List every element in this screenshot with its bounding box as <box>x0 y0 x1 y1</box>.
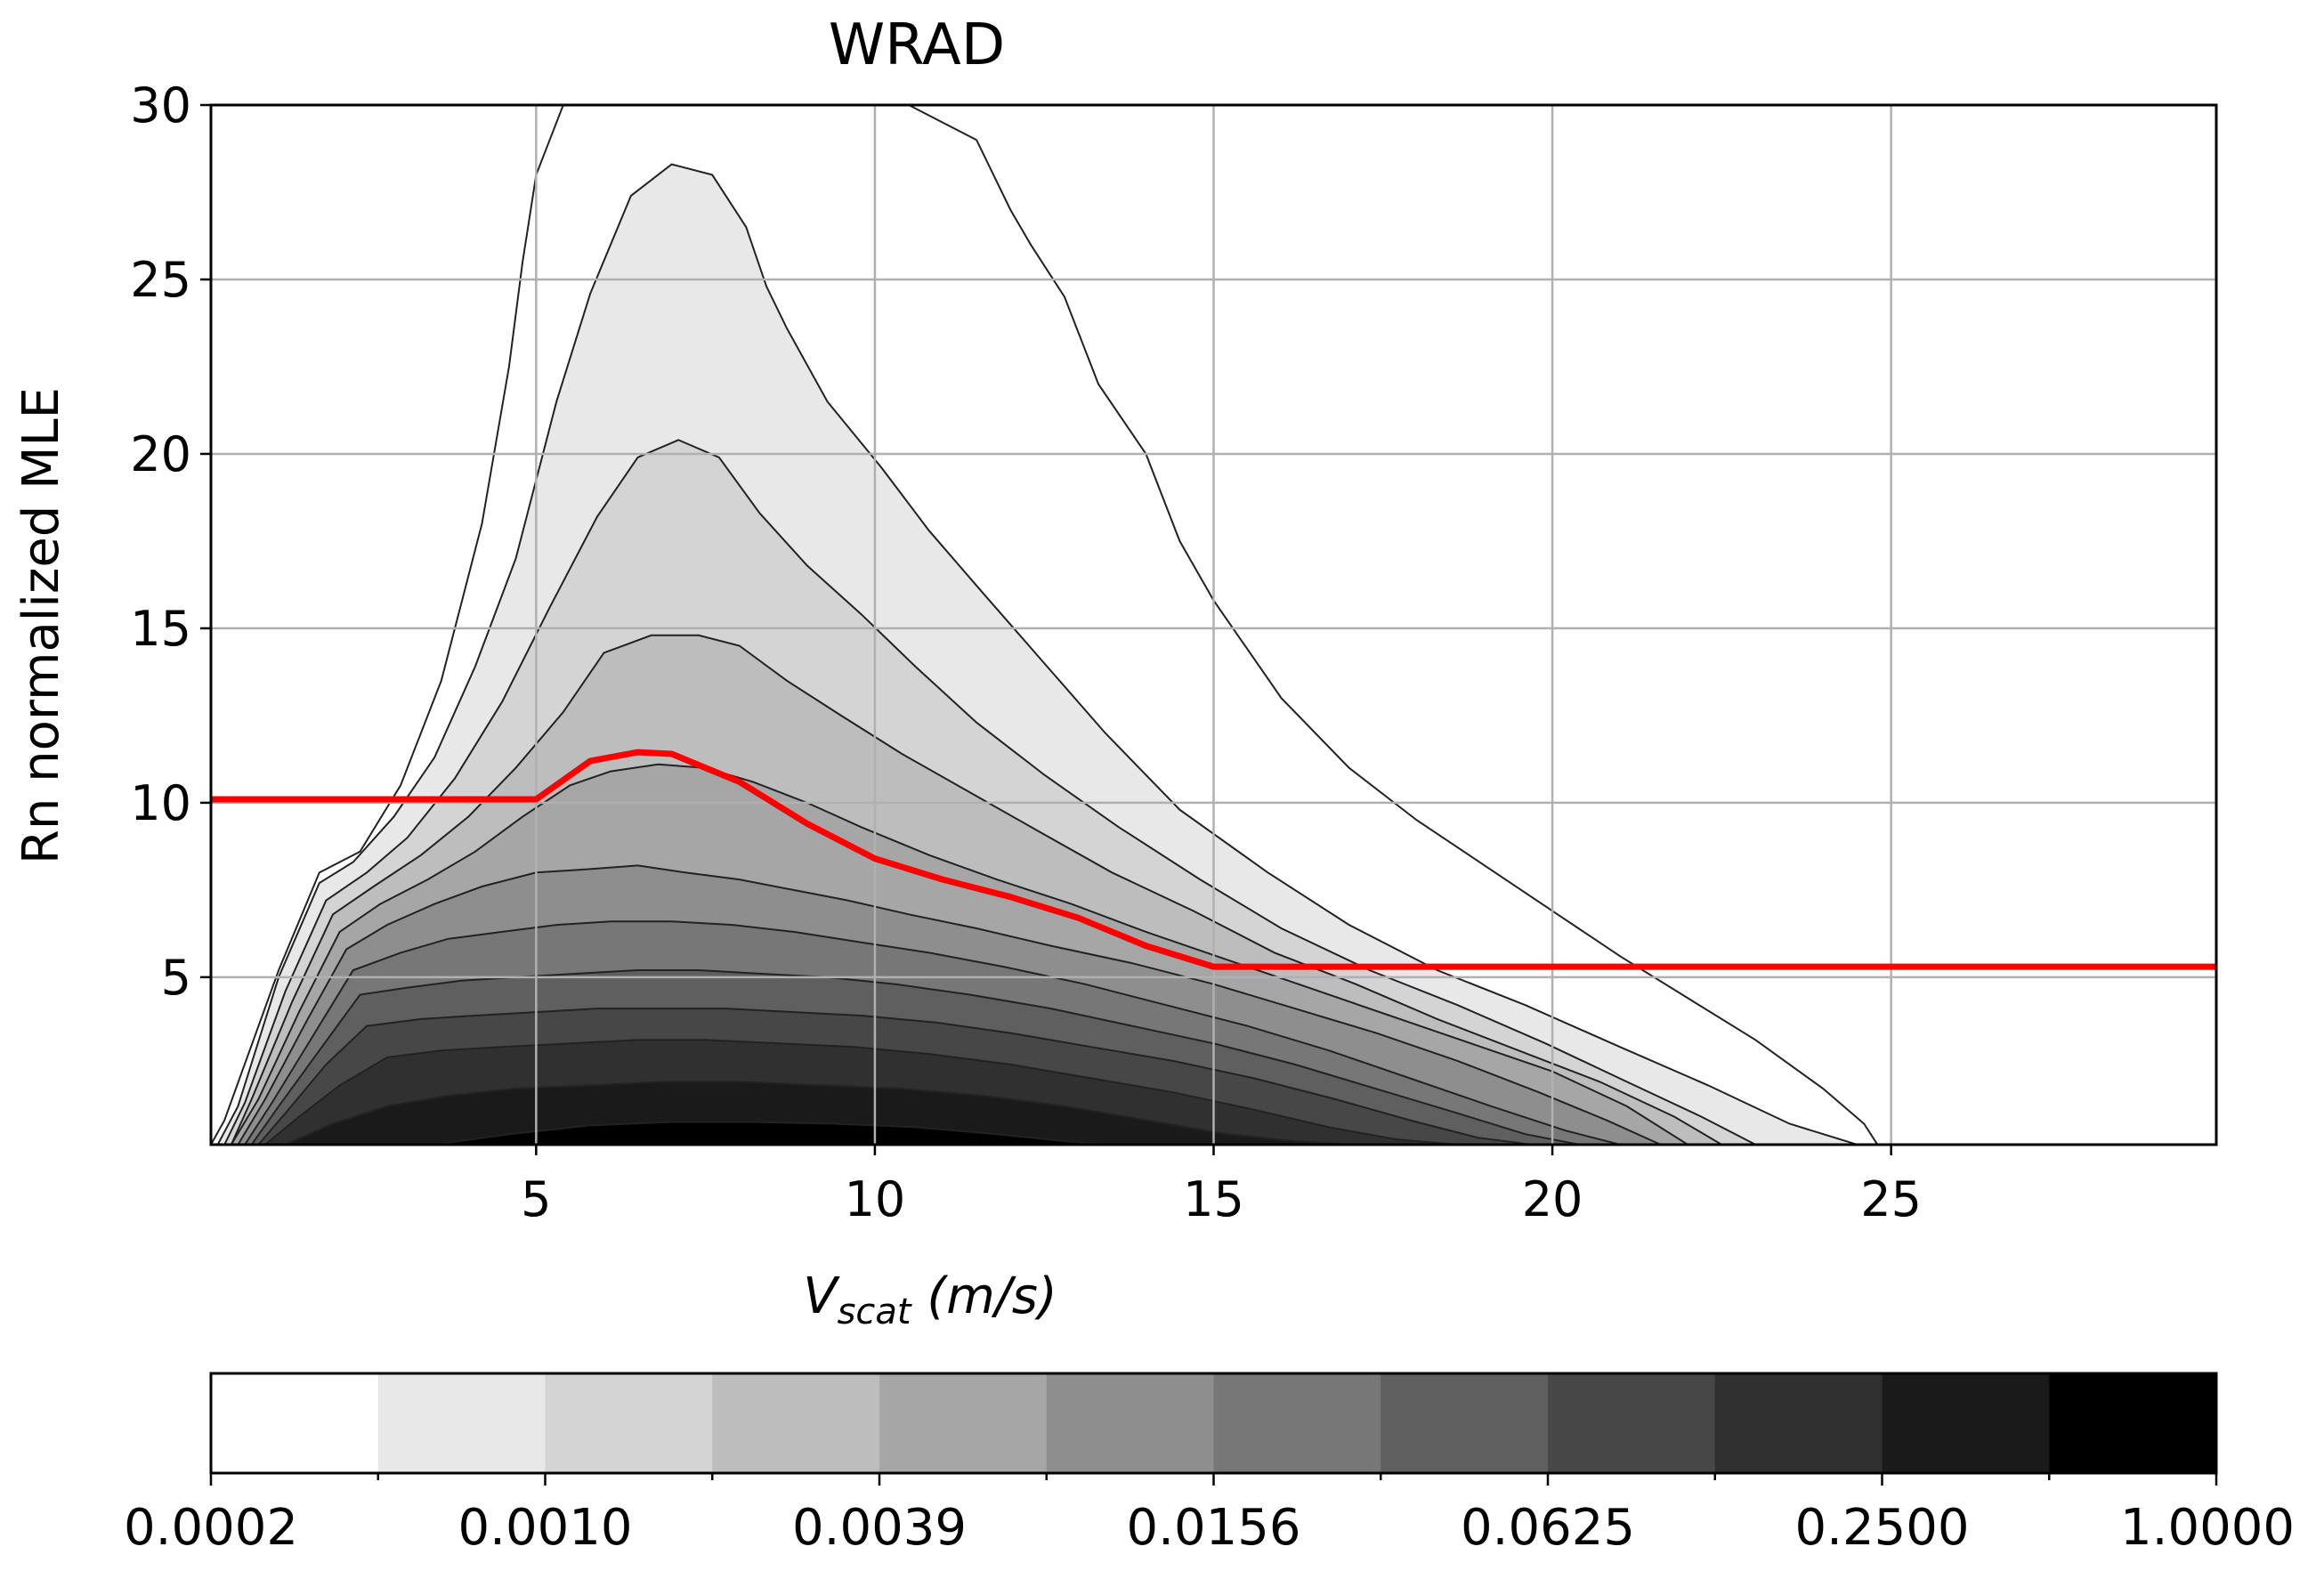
colorbar-swatch-6 <box>1213 1373 1381 1473</box>
threshold-line-layer <box>211 749 2216 970</box>
colorbar <box>209 1372 2218 1475</box>
colorbar-tick-label-4: 0.0625 <box>1461 1499 1635 1557</box>
colorbar-tick-label-5: 0.2500 <box>1795 1499 1970 1557</box>
colorbar-swatch-5 <box>1046 1373 1214 1473</box>
y-axis-label: Rn normalized MLE <box>12 387 70 864</box>
colorbar-swatch-0 <box>211 1373 379 1473</box>
x-tick-label-3: 20 <box>1522 1171 1583 1227</box>
contour-fill-layer <box>211 105 1879 1145</box>
colorbar-tick-label-3: 0.0156 <box>1127 1499 1301 1557</box>
x-tick-label-0: 5 <box>521 1171 551 1227</box>
colorbar-tick-label-6: 1.0000 <box>2120 1499 2295 1557</box>
colorbar-swatch-1 <box>377 1373 546 1473</box>
y-tick-label-1: 10 <box>130 775 191 831</box>
x-axis-label-units: (m/s) <box>927 1267 1057 1325</box>
colorbar-swatch-7 <box>1381 1373 1549 1473</box>
colorbar-swatch-3 <box>712 1373 880 1473</box>
y-tick-label-3: 20 <box>130 426 191 482</box>
colorbar-swatch-11 <box>2049 1373 2217 1473</box>
colorbar-swatch-10 <box>1882 1373 2050 1473</box>
threshold-line <box>211 749 2216 970</box>
colorbar-tick-label-2: 0.0039 <box>792 1499 967 1557</box>
chart-title: WRAD <box>829 12 1005 78</box>
colorbar-swatch-8 <box>1548 1373 1716 1473</box>
colorbar-swatch-9 <box>1714 1373 1883 1473</box>
y-tick-label-5: 30 <box>130 77 191 134</box>
colorbar-swatch-2 <box>545 1373 713 1473</box>
x-tick-label-2: 15 <box>1183 1171 1244 1227</box>
x-axis-ticks: 5 10 15 20 25 <box>521 1145 1922 1227</box>
y-tick-label-4: 25 <box>130 252 191 308</box>
x-axis-label: Vscat (m/s) <box>803 1267 1057 1332</box>
contour-level-11 <box>434 1121 1113 1145</box>
colorbar-tick-label-1: 0.0010 <box>458 1499 633 1557</box>
y-tick-label-0: 5 <box>161 950 191 1006</box>
x-tick-label-4: 25 <box>1860 1171 1922 1227</box>
colorbar-ticks: 0.0002 0.0010 0.0039 0.0156 0.0625 0.2500 1.00… <box>124 1473 2295 1557</box>
colorbar-tick-label-0: 0.0002 <box>124 1499 298 1557</box>
x-axis-label-main: V <box>803 1267 840 1325</box>
y-tick-label-2: 15 <box>130 601 191 657</box>
colorbar-swatch-4 <box>879 1373 1048 1473</box>
x-tick-label-1: 10 <box>845 1171 906 1227</box>
y-axis-ticks: 5 10 15 20 25 30 <box>130 77 211 1006</box>
x-axis-label-sub: scat <box>838 1292 912 1332</box>
